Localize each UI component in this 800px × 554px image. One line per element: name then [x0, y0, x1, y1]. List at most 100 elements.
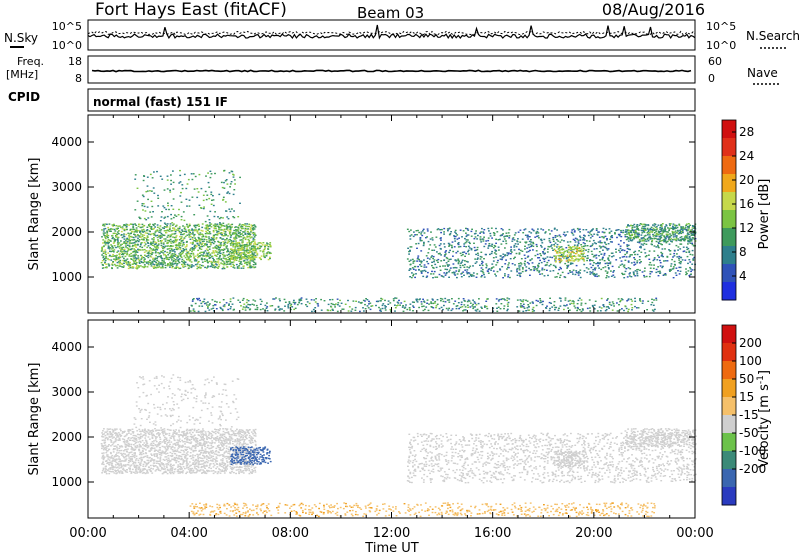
scatter-point — [558, 307, 560, 309]
scatter-point — [506, 268, 508, 270]
scatter-point — [564, 297, 567, 299]
scatter-point — [475, 276, 478, 278]
scatter-point — [142, 450, 144, 453]
scatter-point — [465, 271, 468, 273]
scatter-point — [229, 231, 232, 233]
scatter-point — [247, 254, 249, 257]
scatter-point — [690, 229, 692, 231]
scatter-point — [266, 310, 269, 312]
scatter-point — [676, 253, 678, 255]
scatter-point — [546, 269, 548, 271]
scatter-point — [180, 241, 183, 243]
scatter-point — [384, 305, 386, 307]
scatter-point — [447, 230, 449, 232]
scatter-point — [577, 229, 580, 231]
scatter-point — [649, 270, 652, 273]
scatter-point — [548, 265, 551, 267]
scatter-point — [103, 262, 106, 264]
scatter-point — [488, 268, 491, 270]
scatter-point — [519, 274, 521, 276]
scatter-point — [152, 223, 154, 226]
scatter-point — [229, 242, 232, 245]
scatter-point — [243, 257, 246, 259]
scatter-point — [119, 249, 122, 251]
scatter-point — [432, 255, 435, 258]
scatter-point — [621, 308, 623, 310]
scatter-point — [493, 234, 496, 236]
scatter-point — [629, 236, 631, 239]
scatter-point — [503, 236, 506, 238]
scatter-point — [146, 232, 149, 234]
scatter-point — [527, 236, 530, 238]
scatter-point — [224, 241, 227, 243]
scatter-point — [456, 273, 459, 275]
scatter-point — [254, 263, 257, 266]
scatter-point — [527, 238, 529, 240]
scatter-point — [465, 227, 467, 230]
scatter-point — [431, 261, 433, 263]
scatter-point — [250, 230, 253, 232]
scatter-point — [134, 245, 137, 247]
scatter-point — [633, 233, 636, 235]
scatter-point — [685, 268, 687, 270]
scatter-point — [228, 303, 230, 305]
scatter-point — [138, 466, 141, 468]
scatter-point — [576, 238, 578, 240]
scatter-point — [110, 240, 112, 242]
scatter-point — [477, 234, 479, 237]
scatter-point — [531, 228, 534, 230]
scatter-point — [230, 224, 233, 226]
scatter-point — [406, 258, 409, 260]
scatter-point — [253, 256, 256, 259]
scatter-point — [498, 298, 501, 301]
scatter-point — [197, 191, 200, 193]
scatter-point — [634, 270, 637, 272]
scatter-point — [119, 259, 122, 262]
scatter-point — [524, 260, 526, 262]
scatter-point — [463, 251, 466, 253]
scatter-point — [650, 264, 653, 266]
scatter-point — [195, 229, 198, 231]
scatter-point — [215, 227, 217, 229]
scatter-point — [130, 242, 133, 244]
scatter-point — [511, 263, 514, 265]
scatter-point — [427, 252, 430, 254]
scatter-point — [146, 431, 149, 433]
scatter-point — [211, 299, 214, 301]
scatter-point — [145, 262, 148, 264]
scatter-point — [693, 256, 696, 259]
scatter-point — [583, 249, 586, 251]
scatter-point — [186, 255, 188, 257]
scatter-point — [134, 259, 137, 262]
scatter-point — [173, 255, 175, 257]
scatter-point — [554, 308, 556, 311]
scatter-point — [105, 473, 108, 475]
scatter-point — [218, 223, 221, 226]
scatter-point — [135, 459, 137, 461]
scatter-point — [485, 253, 487, 256]
scatter-point — [311, 310, 313, 313]
scatter-point — [249, 264, 251, 266]
scatter-point — [144, 468, 146, 470]
scatter-point — [254, 245, 257, 248]
scatter-point — [114, 260, 117, 262]
scatter-point — [419, 240, 422, 242]
scatter-point — [206, 232, 208, 234]
scatter-point — [491, 245, 493, 247]
scatter-point — [138, 266, 140, 268]
scatter-point — [678, 255, 681, 258]
scatter-point — [601, 257, 604, 259]
scatter-point — [174, 259, 177, 261]
scatter-point — [103, 442, 106, 444]
scatter-point — [151, 253, 153, 256]
scatter-point — [172, 170, 174, 172]
scatter-point — [129, 451, 132, 454]
scatter-point — [686, 235, 689, 237]
scatter-point — [457, 246, 460, 248]
scatter-point — [657, 254, 659, 257]
scatter-point — [146, 455, 149, 457]
scatter-point — [528, 236, 531, 238]
scatter-point — [144, 461, 146, 464]
scatter-point — [235, 250, 238, 253]
scatter-point — [120, 240, 122, 242]
